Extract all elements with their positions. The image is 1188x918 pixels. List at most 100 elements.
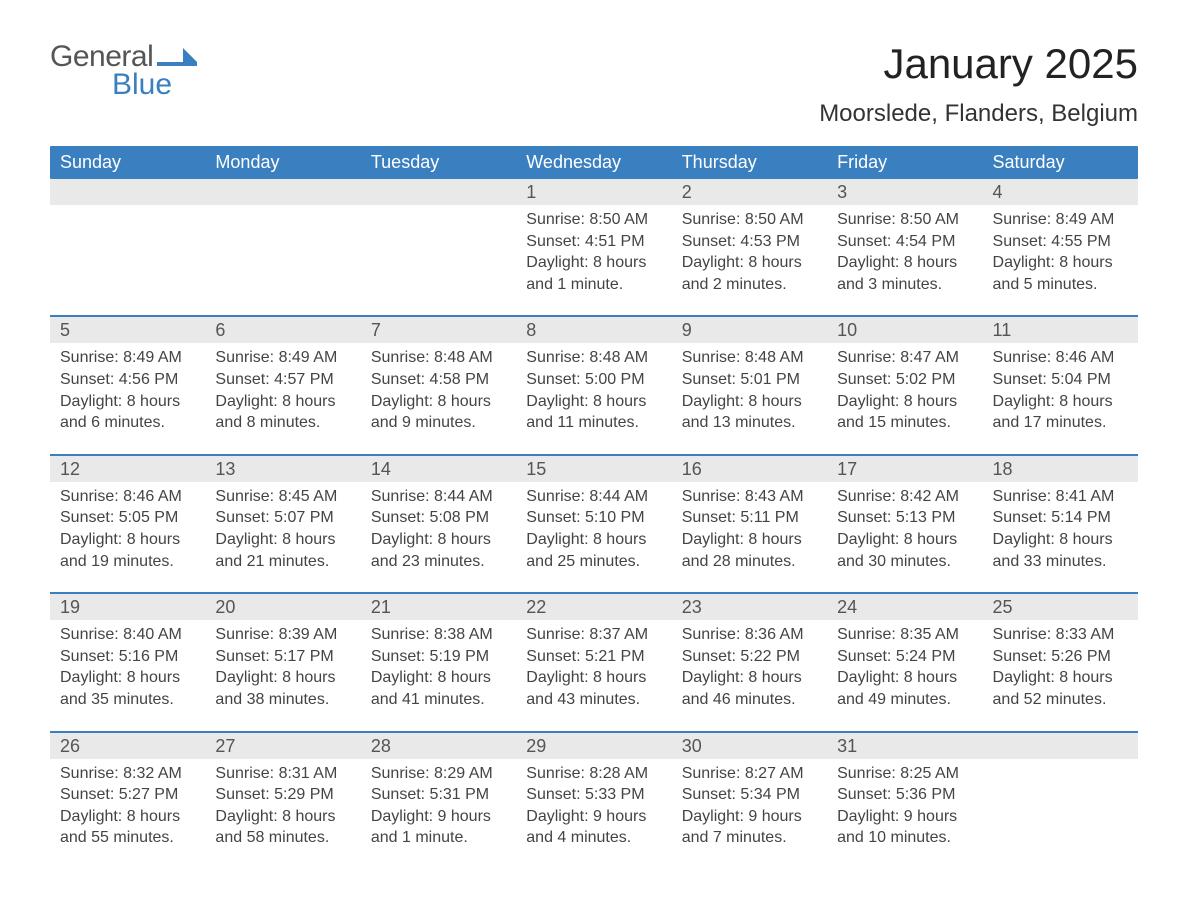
sunset-text: Sunset: 5:08 PM (371, 507, 506, 529)
daylight-text: Daylight: 8 hours and 49 minutes. (837, 667, 972, 710)
sunrise-text: Sunrise: 8:44 AM (371, 486, 506, 508)
sunrise-text: Sunrise: 8:36 AM (682, 624, 817, 646)
daylight-text: Daylight: 8 hours and 43 minutes. (526, 667, 661, 710)
sunset-text: Sunset: 5:13 PM (837, 507, 972, 529)
week-row: 262728293031Sunrise: 8:32 AMSunset: 5:27… (50, 731, 1138, 855)
sunset-text: Sunset: 5:11 PM (682, 507, 817, 529)
sunrise-text: Sunrise: 8:49 AM (60, 347, 195, 369)
sunset-text: Sunset: 5:02 PM (837, 369, 972, 391)
day-number: 26 (50, 733, 205, 759)
sunrise-text: Sunrise: 8:42 AM (837, 486, 972, 508)
daylight-text: Daylight: 8 hours and 30 minutes. (837, 529, 972, 572)
calendar: Sunday Monday Tuesday Wednesday Thursday… (50, 146, 1138, 855)
day-cell: Sunrise: 8:45 AMSunset: 5:07 PMDaylight:… (205, 482, 360, 578)
daylight-text: Daylight: 9 hours and 10 minutes. (837, 806, 972, 849)
sunrise-text: Sunrise: 8:44 AM (526, 486, 661, 508)
content-row: Sunrise: 8:40 AMSunset: 5:16 PMDaylight:… (50, 620, 1138, 716)
daylight-text: Daylight: 8 hours and 46 minutes. (682, 667, 817, 710)
week-row: 12131415161718 Sunrise: 8:46 AM Sunset: 5:… (50, 454, 1138, 578)
day-cell: Sunrise: 8:28 AMSunset: 5:33 PMDaylight:… (516, 759, 671, 855)
day-cell (361, 205, 516, 301)
daylight-text: Daylight: 8 hours and 1 minute. (526, 252, 661, 295)
day-number: 8 (516, 317, 671, 343)
sunset-text: Sunset: 5:22 PM (682, 646, 817, 668)
sunset-text: Sunset: 5:16 PM (60, 646, 195, 668)
day-number: 18 (983, 456, 1138, 482)
location: Moorslede, Flanders, Belgium (819, 100, 1138, 128)
day-number: 2 (672, 179, 827, 205)
daylight-text: Daylight: 8 hours and 28 minutes. (682, 529, 817, 572)
sunset-text: Sunset: 5:24 PM (837, 646, 972, 668)
day-number: 27 (205, 733, 360, 759)
daylight-text: Daylight: 8 hours and 41 minutes. (371, 667, 506, 710)
daynum-row: 1234 (50, 179, 1138, 205)
day-number: 10 (827, 317, 982, 343)
day-cell: Sunrise: 8:44 AMSunset: 5:08 PMDaylight:… (361, 482, 516, 578)
content-row: Sunrise: 8:50 AMSunset: 4:51 PMDaylight:… (50, 205, 1138, 301)
day-cell: Sunrise: 8:50 AMSunset: 4:51 PMDaylight:… (516, 205, 671, 301)
sunrise-text: Sunrise: 8:50 AM (526, 209, 661, 231)
sunset-text: Sunset: 4:55 PM (993, 231, 1128, 253)
sunset-text: Sunset: 5:10 PM (526, 507, 661, 529)
day-number: 4 (983, 179, 1138, 205)
sunset-text: Sunset: 5:00 PM (526, 369, 661, 391)
dow-monday: Monday (205, 146, 360, 179)
day-cell: Sunrise: 8:50 AMSunset: 4:53 PMDaylight:… (672, 205, 827, 301)
daylight-text: Daylight: 8 hours and 25 minutes. (526, 529, 661, 572)
day-number: 24 (827, 594, 982, 620)
sunrise-text: Sunrise: 8:43 AM (682, 486, 817, 508)
daylight-text: Daylight: 8 hours and 35 minutes. (60, 667, 195, 710)
sunset-text: Sunset: 5:19 PM (371, 646, 506, 668)
daylight-text: Daylight: 8 hours and 17 minutes. (993, 391, 1128, 434)
daylight-text: Daylight: 8 hours and 15 minutes. (837, 391, 972, 434)
sunrise-text: Sunrise: 8:32 AM (60, 763, 195, 785)
sunset-text: Sunset: 4:51 PM (526, 231, 661, 253)
dow-sunday: Sunday (50, 146, 205, 179)
content-row: Sunrise: 8:49 AMSunset: 4:56 PMDaylight:… (50, 343, 1138, 439)
day-cell (983, 759, 1138, 855)
sunset-text: Sunset: 5:17 PM (215, 646, 350, 668)
daynum-row: 12131415161718 (50, 456, 1138, 482)
daylight-text: Daylight: 8 hours and 5 minutes. (993, 252, 1128, 295)
day-number: 7 (361, 317, 516, 343)
daylight-text: Daylight: 8 hours and 6 minutes. (60, 391, 195, 434)
day-number (361, 179, 516, 205)
daylight-text: Daylight: 8 hours and 19 minutes. (60, 529, 195, 572)
day-cell: Sunrise: 8:25 AMSunset: 5:36 PMDaylight:… (827, 759, 982, 855)
day-number: 31 (827, 733, 982, 759)
day-number: 15 (516, 456, 671, 482)
day-cell: Sunrise: 8:50 AMSunset: 4:54 PMDaylight:… (827, 205, 982, 301)
sunrise-text: Sunrise: 8:39 AM (215, 624, 350, 646)
day-number (983, 733, 1138, 759)
day-cell: Sunrise: 8:42 AMSunset: 5:13 PMDaylight:… (827, 482, 982, 578)
daylight-text: Daylight: 8 hours and 52 minutes. (993, 667, 1128, 710)
sunset-text: Sunset: 5:34 PM (682, 784, 817, 806)
month-title: January 2025 (819, 40, 1138, 88)
sunrise-text: Sunrise: 8:48 AM (371, 347, 506, 369)
dow-saturday: Saturday (983, 146, 1138, 179)
day-cell: Sunrise: 8:33 AMSunset: 5:26 PMDaylight:… (983, 620, 1138, 716)
sunrise-text: Sunrise: 8:45 AM (215, 486, 350, 508)
day-number: 13 (205, 456, 360, 482)
day-number: 12 (50, 456, 205, 482)
sunset-text: Sunset: 4:54 PM (837, 231, 972, 253)
daylight-text: Daylight: 8 hours and 2 minutes. (682, 252, 817, 295)
sunrise-text: Sunrise: 8:31 AM (215, 763, 350, 785)
week-row: 567891011Sunrise: 8:49 AMSunset: 4:56 PM… (50, 315, 1138, 439)
dow-thursday: Thursday (672, 146, 827, 179)
sunrise-text: Sunrise: 8:48 AM (526, 347, 661, 369)
day-number: 29 (516, 733, 671, 759)
daylight-text: Daylight: 8 hours and 8 minutes. (215, 391, 350, 434)
daylight-text: Daylight: 8 hours and 13 minutes. (682, 391, 817, 434)
sunrise-text: Sunrise: 8:40 AM (60, 624, 195, 646)
sunrise-text: Sunrise: 8:46 AM (60, 486, 195, 508)
day-cell: Sunrise: 8:49 AMSunset: 4:57 PMDaylight:… (205, 343, 360, 439)
day-cell: Sunrise: 8:31 AMSunset: 5:29 PMDaylight:… (205, 759, 360, 855)
content-row: Sunrise: 8:32 AMSunset: 5:27 PMDaylight:… (50, 759, 1138, 855)
sunrise-text: Sunrise: 8:47 AM (837, 347, 972, 369)
sunrise-text: Sunrise: 8:49 AM (993, 209, 1128, 231)
day-cell: Sunrise: 8:40 AMSunset: 5:16 PMDaylight:… (50, 620, 205, 716)
sunset-text: Sunset: 5:14 PM (993, 507, 1128, 529)
header: General Blue January 2025 Moorslede, Fla… (50, 40, 1138, 128)
day-number: 21 (361, 594, 516, 620)
